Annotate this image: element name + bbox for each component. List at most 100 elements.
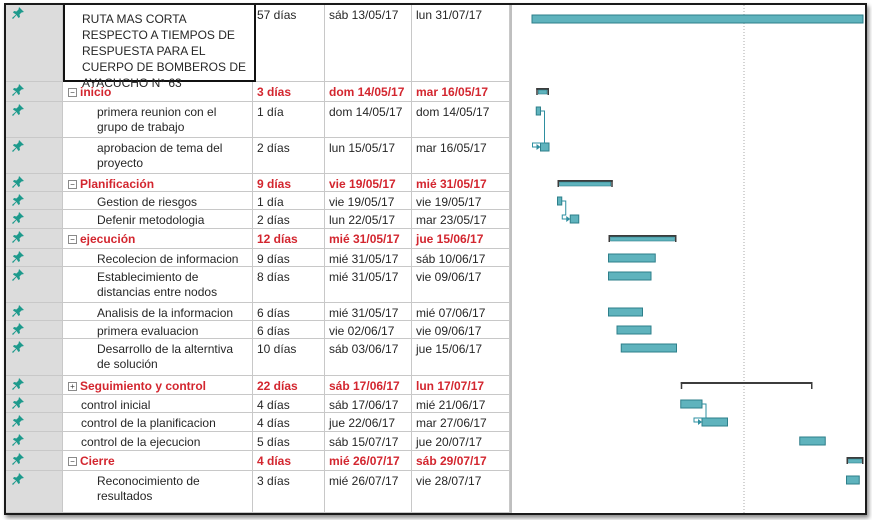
start-date-cell[interactable]: sáb 15/07/17	[325, 432, 412, 450]
summary-bar[interactable]	[680, 382, 813, 389]
task-bar[interactable]	[557, 196, 563, 206]
summary-task-row[interactable]: − ejecución 12 días mié 31/05/17 jue 15/06/1…	[6, 229, 510, 249]
collapse-icon[interactable]: −	[68, 235, 77, 244]
task-row[interactable]: aprobacion de tema del proyecto 2 días lun…	[6, 138, 510, 174]
finish-date-cell[interactable]: vie 09/06/17	[412, 321, 510, 338]
task-bar[interactable]	[540, 142, 550, 152]
start-date-cell[interactable]: vie 19/05/17	[325, 174, 412, 191]
task-name-cell[interactable]: aprobacion de tema del proyecto	[63, 138, 253, 173]
duration-cell[interactable]: 9 días	[253, 174, 325, 191]
summary-bar[interactable]	[608, 235, 677, 242]
start-date-cell[interactable]: sáb 17/06/17	[325, 395, 412, 412]
start-date-cell[interactable]: mié 31/05/17	[325, 303, 412, 320]
task-row[interactable]: control inicial 4 días sáb 17/06/17 mié 21/…	[6, 395, 510, 413]
project-row[interactable]: RUTA MAS CORTA RESPECTO A TIEMPOS DE RES…	[6, 5, 510, 90]
task-name-cell[interactable]: Gestion de riesgos	[63, 192, 253, 209]
start-date-cell[interactable]: dom 14/05/17	[325, 82, 412, 101]
task-name-cell[interactable]: Analisis de la informacion	[63, 303, 253, 320]
task-row[interactable]: Analisis de la informacion 6 días mié 31/0…	[6, 303, 510, 321]
duration-cell[interactable]: 12 días	[253, 229, 325, 248]
finish-date-cell[interactable]: mié 21/06/17	[412, 395, 510, 412]
duration-cell[interactable]: 4 días	[253, 395, 325, 412]
finish-date-cell[interactable]: sáb 29/07/17	[412, 451, 510, 470]
duration-cell[interactable]: 3 días	[253, 471, 325, 512]
project-summary-bar[interactable]	[531, 14, 864, 24]
task-name-cell[interactable]: control de la planificacion	[63, 413, 253, 431]
finish-date-cell[interactable]: dom 14/05/17	[412, 102, 510, 137]
start-date-cell[interactable]: lun 22/05/17	[325, 210, 412, 228]
pane-divider[interactable]	[510, 5, 512, 513]
start-date-cell[interactable]: dom 14/05/17	[325, 102, 412, 137]
finish-date-cell[interactable]: mar 16/05/17	[412, 138, 510, 173]
summary-task-row[interactable]: + Seguimiento y control 22 días sáb 17/06/1…	[6, 376, 510, 395]
finish-date-cell[interactable]: vie 09/06/17	[412, 267, 510, 302]
duration-cell[interactable]: 57 días	[253, 5, 325, 81]
duration-cell[interactable]: 2 días	[253, 210, 325, 228]
task-name-cell[interactable]: control de la ejecucion	[63, 432, 253, 450]
task-row[interactable]: Recolecion de informacion 9 días mié 31/05…	[6, 249, 510, 267]
task-row[interactable]: primera reunion con el grupo de trabajo 1…	[6, 102, 510, 138]
start-date-cell[interactable]: sáb 03/06/17	[325, 339, 412, 375]
duration-cell[interactable]: 5 días	[253, 432, 325, 450]
task-row[interactable]: Establecimiento de distancias entre nodo…	[6, 267, 510, 303]
finish-date-cell[interactable]: vie 28/07/17	[412, 471, 510, 512]
task-row[interactable]: Defenir metodologia 2 días lun 22/05/17 mar…	[6, 210, 510, 229]
start-date-cell[interactable]: mié 31/05/17	[325, 249, 412, 266]
start-date-cell[interactable]: sáb 13/05/17	[325, 5, 412, 81]
finish-date-cell[interactable]: jue 15/06/17	[412, 229, 510, 248]
start-date-cell[interactable]: sáb 17/06/17	[325, 376, 412, 394]
summary-bar[interactable]	[557, 180, 613, 187]
task-row[interactable]: Gestion de riesgos 1 día vie 19/05/17 vie 1…	[6, 192, 510, 210]
task-name-cell[interactable]: primera reunion con el grupo de trabajo	[63, 102, 253, 137]
task-name-cell[interactable]: Reconocimiento de resultados	[63, 471, 253, 512]
duration-cell[interactable]: 3 días	[253, 82, 325, 101]
summary-bar[interactable]	[846, 457, 864, 464]
task-bar[interactable]	[535, 106, 541, 116]
finish-date-cell[interactable]: mar 23/05/17	[412, 210, 510, 228]
finish-date-cell[interactable]: mar 27/06/17	[412, 413, 510, 431]
summary-task-row[interactable]: − inicio 3 días dom 14/05/17 mar 16/05/17	[6, 82, 510, 102]
expand-icon[interactable]: +	[68, 382, 77, 391]
start-date-cell[interactable]: vie 19/05/17	[325, 192, 412, 209]
start-date-cell[interactable]: mié 26/07/17	[325, 471, 412, 512]
task-bar[interactable]	[616, 325, 652, 335]
start-date-cell[interactable]: lun 15/05/17	[325, 138, 412, 173]
collapse-icon[interactable]: −	[68, 180, 77, 189]
task-name-cell[interactable]: − ejecución	[63, 229, 253, 248]
finish-date-cell[interactable]: lun 17/07/17	[412, 376, 510, 394]
duration-cell[interactable]: 6 días	[253, 321, 325, 338]
duration-cell[interactable]: 4 días	[253, 451, 325, 470]
task-name-cell[interactable]: RUTA MAS CORTA RESPECTO A TIEMPOS DE RES…	[63, 5, 256, 90]
task-name-cell[interactable]: + Seguimiento y control	[63, 376, 253, 394]
summary-bar[interactable]	[536, 88, 549, 95]
task-bar[interactable]	[846, 475, 860, 485]
duration-cell[interactable]: 1 día	[253, 102, 325, 137]
duration-cell[interactable]: 8 días	[253, 267, 325, 302]
start-date-cell[interactable]: vie 02/06/17	[325, 321, 412, 338]
task-row[interactable]: primera evaluacion 6 días vie 02/06/17 vie …	[6, 321, 510, 339]
task-name-cell[interactable]: Defenir metodologia	[63, 210, 253, 228]
duration-cell[interactable]: 22 días	[253, 376, 325, 394]
start-date-cell[interactable]: mié 31/05/17	[325, 229, 412, 248]
duration-cell[interactable]: 9 días	[253, 249, 325, 266]
finish-date-cell[interactable]: mié 31/05/17	[412, 174, 510, 191]
collapse-icon[interactable]: −	[68, 457, 77, 466]
task-bar[interactable]	[701, 417, 728, 427]
duration-cell[interactable]: 4 días	[253, 413, 325, 431]
task-row[interactable]: Desarrollo de la alterntiva de solución 1…	[6, 339, 510, 376]
summary-task-row[interactable]: − Cierre 4 días mié 26/07/17 sáb 29/07/17	[6, 451, 510, 471]
task-bar[interactable]	[799, 436, 826, 446]
collapse-icon[interactable]: −	[68, 88, 77, 97]
task-name-cell[interactable]: Desarrollo de la alterntiva de solución	[63, 339, 253, 375]
task-name-cell[interactable]: primera evaluacion	[63, 321, 253, 338]
summary-task-row[interactable]: − Planificación 9 días vie 19/05/17 mié 31/0…	[6, 174, 510, 192]
duration-cell[interactable]: 2 días	[253, 138, 325, 173]
task-name-cell[interactable]: − inicio	[63, 82, 253, 101]
finish-date-cell[interactable]: jue 20/07/17	[412, 432, 510, 450]
task-name-cell[interactable]: Recolecion de informacion	[63, 249, 253, 266]
task-name-cell[interactable]: − Planificación	[63, 174, 253, 191]
start-date-cell[interactable]: mié 31/05/17	[325, 267, 412, 302]
finish-date-cell[interactable]: jue 15/06/17	[412, 339, 510, 375]
task-bar[interactable]	[569, 214, 580, 224]
task-name-cell[interactable]: − Cierre	[63, 451, 253, 470]
